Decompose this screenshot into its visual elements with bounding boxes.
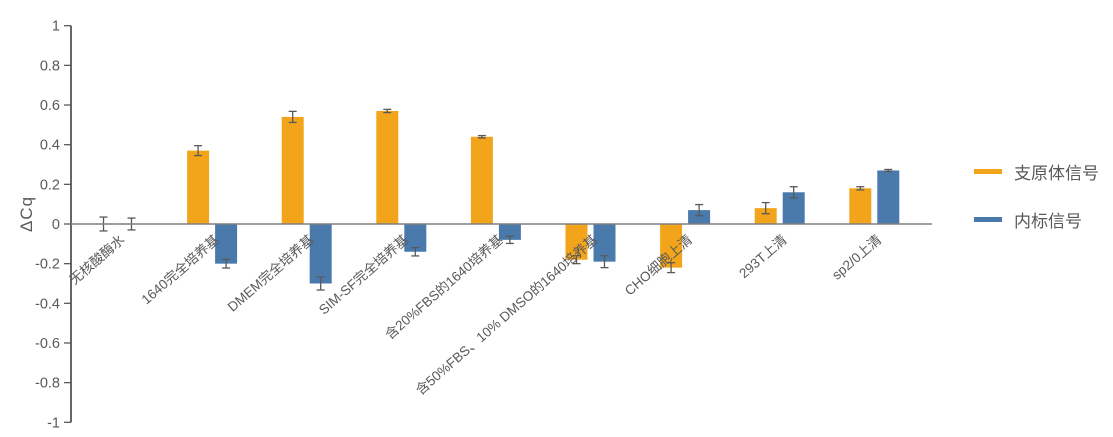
y-tick-label: 0.4	[40, 138, 60, 154]
legend: 支原体信号 内标信号	[974, 160, 1099, 231]
error-bar-series0-cat8	[856, 186, 865, 191]
x-category-label: DMEM完全培养基	[224, 231, 317, 315]
bar-series1-cat8	[877, 170, 900, 224]
error-bar-series1-cat7	[789, 186, 798, 199]
error-bar-series1-cat3	[411, 246, 420, 257]
bar-series0-cat7	[754, 208, 777, 224]
x-category-label: 293T上清	[736, 232, 789, 281]
bar-series0-cat4	[470, 136, 493, 224]
bar-series1-cat4	[498, 224, 521, 240]
error-bar-series1-cat8	[884, 168, 893, 173]
x-category-label: CHO细胞上清	[622, 232, 695, 298]
error-bar-series0-cat5	[572, 255, 581, 265]
bar-series0-cat1	[187, 150, 210, 224]
error-bar-series0-cat4	[477, 134, 486, 139]
legend-item-internal-control-signal: 内标信号	[974, 208, 1099, 231]
legend-item-mycoplasma-signal: 支原体信号	[974, 160, 1099, 183]
bar-series0-cat3	[376, 110, 399, 224]
y-tick-label: -0.4	[35, 296, 60, 312]
legend-label-internal-control-signal: 内标信号	[1014, 211, 1082, 231]
x-category-label: 1640完全培养基	[138, 231, 222, 307]
error-bar-series1-cat5	[600, 255, 609, 269]
error-bar-series1-cat6	[695, 203, 704, 217]
error-bar-series0-cat3	[383, 108, 392, 114]
y-tick-label: -0.6	[35, 336, 60, 352]
bar-series0-cat5	[565, 224, 588, 260]
x-category-label: 含50%FBS、10% DMSO的1640培养基	[412, 231, 601, 398]
bar-series1-cat7	[782, 192, 805, 224]
x-category-label: 无核酸酶水	[67, 232, 128, 288]
bar-series1-cat2	[309, 224, 332, 284]
x-category-label: sp2/0上清	[829, 232, 884, 283]
legend-swatch-internal-control-icon	[974, 216, 1002, 222]
y-tick-label: -0.2	[35, 257, 60, 273]
y-tick-label: -1	[47, 415, 60, 431]
y-tick-label: 0	[52, 217, 60, 233]
bar-series1-cat1	[215, 224, 238, 264]
bar-series0-cat2	[281, 116, 304, 224]
legend-label-mycoplasma-signal: 支原体信号	[1014, 163, 1099, 183]
error-bar-series1-cat4	[505, 235, 514, 245]
y-tick-label: 0.6	[40, 98, 60, 114]
legend-swatch-mycoplasma-icon	[974, 168, 1002, 174]
error-bar-series0-cat2	[288, 110, 297, 124]
bar-series1-cat6	[688, 210, 711, 224]
y-tick-label: -0.8	[35, 376, 60, 392]
y-tick-label: 0.8	[40, 58, 60, 74]
bar-series1-cat5	[593, 224, 616, 262]
y-tick-label: 1	[52, 19, 60, 35]
error-bar-series1-cat1	[222, 258, 231, 269]
bar-series0-cat8	[849, 188, 872, 224]
bar-series0-cat6	[660, 224, 683, 268]
error-bar-series0-cat1	[194, 145, 203, 157]
error-bar-series1-cat2	[316, 276, 325, 291]
y-tick-label: 0.2	[40, 177, 60, 193]
error-bar-series0-cat6	[667, 262, 676, 274]
error-bar-series0-cat7	[761, 201, 770, 215]
bar-series1-cat3	[404, 224, 427, 252]
